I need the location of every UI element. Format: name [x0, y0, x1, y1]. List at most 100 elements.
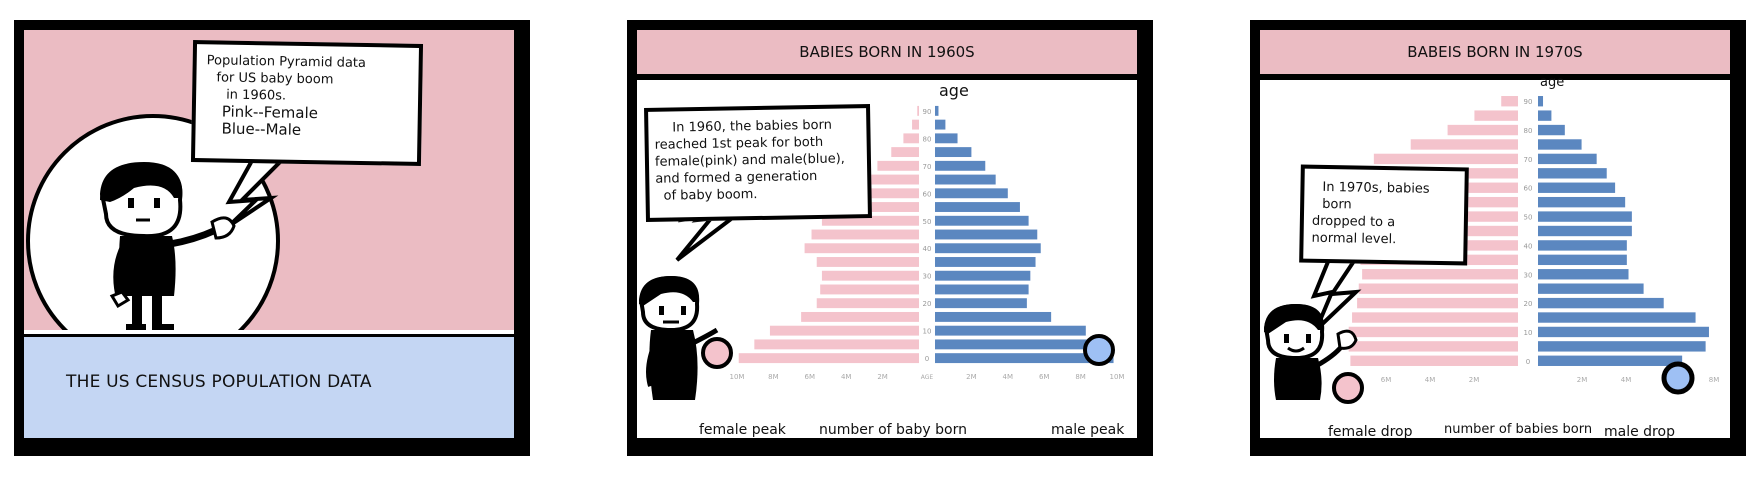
female-bar	[1352, 312, 1518, 323]
male-bar	[1538, 355, 1683, 366]
panel3-title: BABEIS BORN IN 1970S	[1260, 30, 1730, 80]
panel1-footer-caption: THE US CENSUS POPULATION DATA	[66, 372, 372, 392]
male-bar	[1538, 139, 1582, 150]
x-tick-label: 4M	[1003, 373, 1014, 381]
male-bar	[1538, 341, 1706, 352]
age-axis-label: age	[939, 81, 969, 100]
x-tick-label: 2M	[1577, 376, 1588, 384]
female-bar	[1474, 110, 1518, 121]
female-bar	[769, 325, 919, 336]
female-bar	[816, 257, 919, 267]
panel1-blue-background	[24, 334, 514, 438]
male-bar	[1538, 182, 1616, 193]
male-bar	[935, 174, 996, 185]
male-bar	[935, 353, 1114, 364]
comic-panel-2: BABIES BORN IN 1960S age 0 10 20 30 40 50 60 70 8…	[627, 20, 1153, 456]
x-tick-label: 8M	[1709, 376, 1720, 384]
narrator-illustration	[26, 114, 302, 330]
y-tick-label: 10	[1524, 329, 1533, 337]
female-bar	[912, 119, 919, 130]
female-bar	[821, 215, 919, 226]
male-bar	[1538, 225, 1632, 237]
speech-line: In 1970s, babies born	[1322, 179, 1430, 213]
x-tick-label: 6M	[805, 373, 816, 381]
female-bar	[834, 202, 919, 212]
female-bar	[1358, 283, 1518, 294]
female-bar	[1357, 297, 1518, 309]
x-tick-label: 2M	[877, 373, 888, 381]
male-bar	[1538, 96, 1544, 107]
x-tick-label: 10M	[1110, 373, 1125, 381]
female-bar	[804, 243, 919, 254]
y-tick-label: 30	[923, 273, 932, 281]
male-bar	[935, 119, 946, 130]
female-bar	[821, 270, 919, 281]
male-bar	[935, 202, 1020, 212]
male-bar	[935, 147, 972, 158]
speech-line: normal level.	[1311, 230, 1397, 248]
male-bar	[1538, 153, 1597, 165]
male-drop-label: male drop	[1604, 424, 1675, 440]
x-tick-label: 10M	[730, 373, 745, 381]
y-tick-label: 20	[923, 300, 932, 308]
female-bar	[1373, 153, 1518, 165]
male-bar	[935, 229, 1038, 240]
panel1-speech-bubble: Population Pyramid data for US baby boom…	[190, 40, 424, 166]
male-bar	[1538, 297, 1664, 309]
male-marker-circle	[1083, 334, 1115, 366]
panel2-title: BABIES BORN IN 1960S	[637, 30, 1137, 80]
pyramid-chart-1960s: age 0 10 20 30 40 50 60 70 80 90 10M 8M 6M 4M 2M 2M 4M 6M 8…	[730, 81, 1125, 381]
x-tick-label: 8M	[768, 373, 779, 381]
male-bar	[935, 105, 939, 116]
male-bar	[935, 311, 1052, 322]
x-tick-label: 2M	[966, 373, 977, 381]
x-tick-label: 6M	[1381, 376, 1392, 384]
male-bar	[1538, 283, 1644, 294]
male-bar	[1538, 196, 1626, 208]
male-bar	[935, 270, 1031, 281]
female-bar	[754, 339, 919, 350]
male-bar	[935, 215, 1029, 226]
speech-line: Blue--Male	[221, 119, 302, 139]
age-axis-label: age	[1540, 75, 1564, 90]
y-tick-label: 60	[923, 190, 932, 198]
comic-panel-1: Population Pyramid data for US baby boom…	[14, 20, 530, 456]
male-bar	[1538, 312, 1696, 323]
panel2-speech-bubble: In 1960, the babies born reached 1st pea…	[644, 104, 872, 222]
female-bar	[1348, 341, 1518, 352]
y-tick-label: 80	[1524, 127, 1533, 135]
male-bar	[1538, 240, 1627, 251]
male-bar	[935, 133, 958, 144]
panel2-illustration	[638, 174, 1115, 400]
y-tick-label: 50	[1524, 214, 1533, 222]
x-center-label: AGE	[921, 374, 934, 381]
y-tick-label: 70	[923, 163, 932, 171]
male-bar	[935, 243, 1041, 254]
y-tick-label: 70	[1524, 156, 1533, 164]
female-bar	[891, 147, 919, 158]
male-bar	[935, 325, 1086, 336]
speech-line: In 1960, the babies born	[672, 117, 833, 136]
x-tick-label: 2M	[1469, 376, 1480, 384]
male-bar	[1538, 211, 1632, 222]
y-tick-label: 20	[1524, 300, 1533, 308]
y-tick-label: 90	[923, 108, 932, 116]
female-bar	[903, 133, 919, 144]
female-bar	[1350, 355, 1518, 366]
male-marker-circle	[1661, 361, 1695, 395]
female-bar	[1410, 139, 1518, 150]
male-peak-label: male peak	[1051, 422, 1125, 438]
y-tick-label: 30	[1524, 271, 1533, 279]
y-tick-label: 80	[923, 135, 932, 143]
male-bar	[1538, 124, 1565, 136]
female-drop-label: female drop	[1328, 424, 1413, 440]
male-bar	[1538, 254, 1627, 266]
male-bar	[935, 284, 1029, 295]
female-marker-circle	[1332, 372, 1364, 404]
presenter-figure	[1263, 303, 1358, 400]
female-bar	[738, 353, 919, 364]
presenter-figure	[638, 275, 719, 400]
y-tick-label: 0	[1526, 358, 1530, 366]
male-bar	[1538, 168, 1607, 179]
y-tick-label: 60	[1524, 185, 1533, 193]
